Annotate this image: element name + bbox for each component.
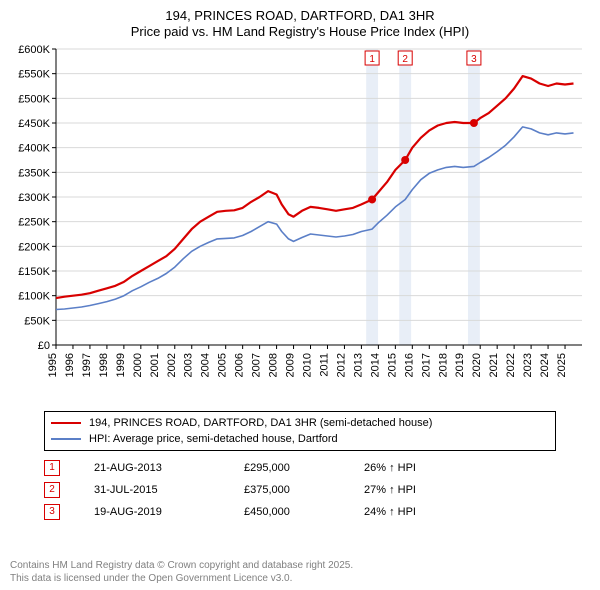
x-axis-label: 2006 [234,353,246,377]
x-axis-label: 2025 [556,353,568,377]
sale-marker-box: 1 [44,460,60,476]
legend: 194, PRINCES ROAD, DARTFORD, DA1 3HR (se… [44,411,556,451]
legend-item: 194, PRINCES ROAD, DARTFORD, DA1 3HR (se… [51,415,549,431]
x-axis-label: 2018 [437,353,449,377]
y-axis-label: £450K [18,118,50,130]
x-axis-label: 2003 [183,353,195,377]
chart-plot-area: £0 £50K £100K £150K £200K £250K £300K £350K £400… [10,45,590,405]
x-axis-label: 2009 [285,353,297,377]
legend-item: HPI: Average price, semi-detached house,… [51,431,549,447]
sales-row: 3 19-AUG-2019£450,00024% ↑ HPI [44,501,556,523]
chart-title: 194, PRINCES ROAD, DARTFORD, DA1 3HR Pri… [10,8,590,41]
x-axis-label: 2011 [318,353,330,377]
x-axis-label: 1995 [47,353,59,377]
x-axis-label: 2022 [505,353,517,377]
x-axis-label: 2020 [471,353,483,377]
sales-row: 2 31-JUL-2015£375,00027% ↑ HPI [44,479,556,501]
y-axis-label: £550K [18,68,50,80]
sale-dot [401,156,409,164]
x-axis-label: 2015 [386,353,398,377]
x-axis-label: 2004 [200,353,212,377]
y-axis-label: £0 [38,340,50,352]
price-chart-svg: £0 £50K £100K £150K £200K £250K £300K £350K £400… [10,45,590,405]
x-axis-label: 2014 [369,353,381,377]
x-axis-label: 2021 [488,353,500,377]
x-axis-label: 2012 [335,353,347,377]
y-axis-label: £400K [18,142,50,154]
sale-date: 19-AUG-2019 [94,506,244,518]
y-axis-label: £600K [18,45,50,56]
y-axis-label: £500K [18,93,50,105]
legend-label: 194, PRINCES ROAD, DARTFORD, DA1 3HR (se… [89,417,432,429]
x-axis-label: 1998 [98,353,110,377]
sale-date: 21-AUG-2013 [94,462,244,474]
y-axis-label: £250K [18,216,50,228]
x-axis-label: 2000 [132,353,144,377]
sale-price: £375,000 [244,484,364,496]
x-axis-label: 2013 [352,353,364,377]
sale-dot [470,119,478,127]
marker-flag: 2 [402,54,408,65]
x-axis-label: 2023 [522,353,534,377]
x-axis-label: 1999 [115,353,127,377]
sale-pct: 26% ↑ HPI [364,462,556,474]
x-axis-label: 2001 [149,353,161,377]
series-hpi [56,126,574,309]
sale-pct: 27% ↑ HPI [364,484,556,496]
marker-flag: 1 [369,54,375,65]
x-axis-label: 2002 [166,353,178,377]
sale-pct: 24% ↑ HPI [364,506,556,518]
sale-marker-box: 3 [44,504,60,520]
footnote-line-2: This data is licensed under the Open Gov… [10,573,353,586]
y-axis-label: £100K [18,290,50,302]
sale-marker-box: 2 [44,482,60,498]
sale-dot [368,195,376,203]
legend-swatch [51,422,81,424]
x-axis-label: 2016 [403,353,415,377]
legend-swatch [51,438,81,440]
x-axis-label: 2024 [539,353,551,377]
y-axis-label: £300K [18,192,50,204]
chart-container: 194, PRINCES ROAD, DARTFORD, DA1 3HR Pri… [0,0,600,590]
title-line-2: Price paid vs. HM Land Registry's House … [10,24,590,40]
sale-date: 31-JUL-2015 [94,484,244,496]
sales-table: 1 21-AUG-2013£295,00026% ↑ HPI 2 31-JUL-201… [44,457,556,523]
x-axis-label: 1996 [64,353,76,377]
x-axis-label: 1997 [81,353,93,377]
x-axis-label: 2017 [420,353,432,377]
footnote: Contains HM Land Registry data © Crown c… [10,560,353,585]
y-axis-label: £150K [18,266,50,278]
title-line-1: 194, PRINCES ROAD, DARTFORD, DA1 3HR [10,8,590,24]
footnote-line-1: Contains HM Land Registry data © Crown c… [10,560,353,573]
marker-flag: 3 [471,54,477,65]
x-axis-label: 2010 [302,353,314,377]
x-axis-label: 2005 [217,353,229,377]
series-price_paid [56,76,574,298]
sales-row: 1 21-AUG-2013£295,00026% ↑ HPI [44,457,556,479]
x-axis-label: 2007 [251,353,263,377]
sale-price: £450,000 [244,506,364,518]
x-axis-label: 2008 [268,353,280,377]
sale-price: £295,000 [244,462,364,474]
x-axis-label: 2019 [454,353,466,377]
y-axis-label: £350K [18,167,50,179]
y-axis-label: £50K [24,315,50,327]
y-axis-label: £200K [18,241,50,253]
legend-label: HPI: Average price, semi-detached house,… [89,433,338,445]
